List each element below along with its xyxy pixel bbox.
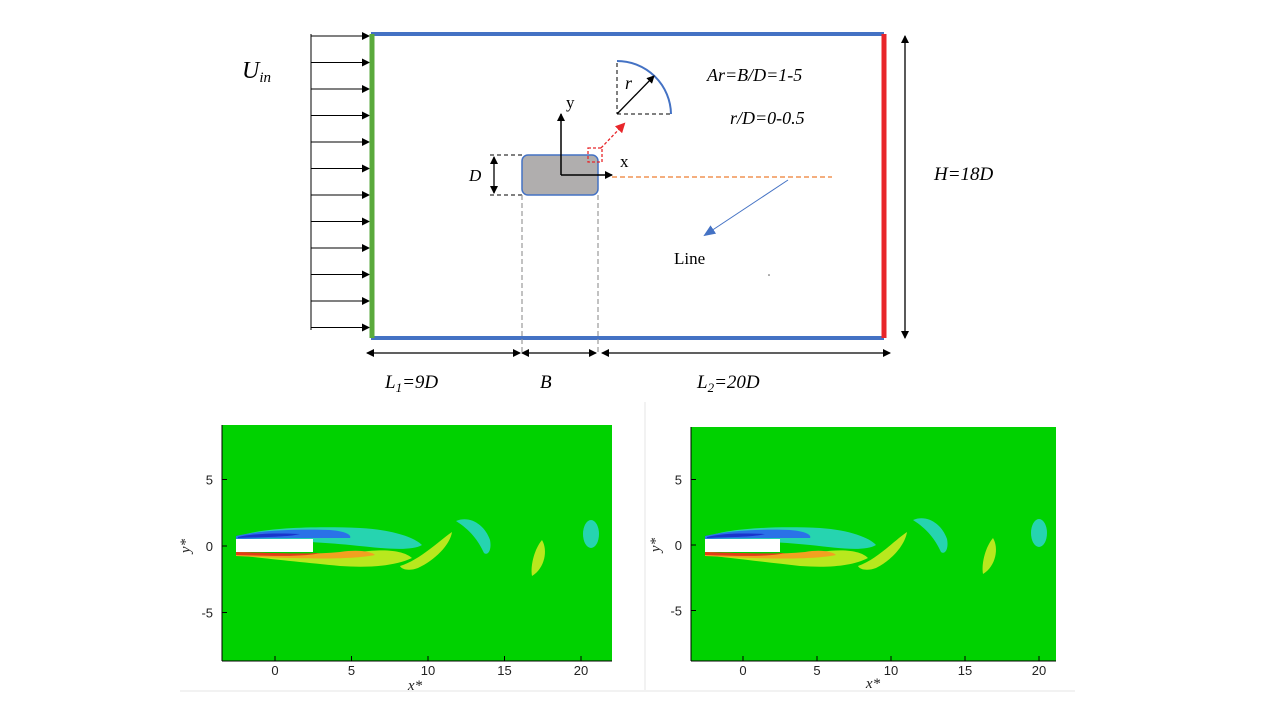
x-tick-label: 20 [574,663,588,678]
wake-vortex-3 [531,540,545,576]
x-tick-label: 10 [884,663,898,678]
height-label: H=18D [933,164,994,185]
line-pointer-arrow [703,179,789,237]
x-tick-label: 10 [421,663,435,678]
corner-detail-arrow [600,122,626,149]
x-tick-label: 5 [813,663,820,678]
y-tick-label: 0 [675,538,682,553]
b-label: B [540,372,552,393]
y-axis-title: y* [648,537,664,554]
y-tick-label: -5 [201,606,213,621]
corner-radius-detail: r [616,60,672,115]
wake-vortex-2 [456,519,491,554]
wake-vortex-3 [982,538,996,574]
radius-label: r [625,73,633,93]
x-tick-label: 15 [497,663,511,678]
upper-shear-inner [707,533,765,538]
x-axis-label: x [620,152,629,171]
l1-label: L1=9D [384,372,438,395]
inlet-velocity-label: Uin [242,58,271,86]
radius-arrow [616,75,655,115]
y-tick-label: 5 [206,473,213,488]
y-tick-label: -5 [670,604,682,619]
cylinder-body [236,539,313,552]
y-tick-label: 0 [206,539,213,554]
lower-shear-inner [236,552,320,556]
x-tick-label: 15 [958,663,972,678]
y-tick-label: 5 [675,473,682,488]
corner-detail-box [587,147,603,163]
cylinder-body [705,539,780,552]
x-tick-label: 20 [1032,663,1046,678]
y-axis-title: y* [178,538,194,555]
x-tick-label: 0 [271,663,278,678]
x-tick-label: 5 [348,663,355,678]
aspect-ratio-label: Ar=B/D=1-5 [706,65,802,85]
wake-vortex-4 [1031,519,1047,547]
line-label: Line [674,249,705,268]
domain-schematic: H=18D Uin D y x r Ar=B/D=1-5 r/D=0-0.5 [242,32,994,395]
d-label: D [468,166,482,185]
inlet-velocity-arrows [311,32,370,332]
upper-shear-inner [238,533,300,538]
wake-vortex-4 [583,520,599,548]
radius-ratio-label: r/D=0-0.5 [730,108,805,128]
x-axis-title: x* [407,678,423,694]
x-axis-title: x* [865,676,881,692]
x-tick-label: 0 [739,663,746,678]
stray-dot [768,274,770,276]
lower-shear-inner [705,552,785,556]
contour-plot-left: 0 5 10 15 20 5 0 -5 x* y* [178,425,612,694]
y-axis-label: y [566,93,575,112]
l2-label: L2=20D [696,372,760,395]
contour-plot-right: 0 5 10 15 20 5 0 -5 x* y* [648,427,1056,692]
wake-vortex-1 [858,532,907,570]
wake-vortex-2 [913,518,948,553]
wake-vortex-1 [400,532,452,570]
